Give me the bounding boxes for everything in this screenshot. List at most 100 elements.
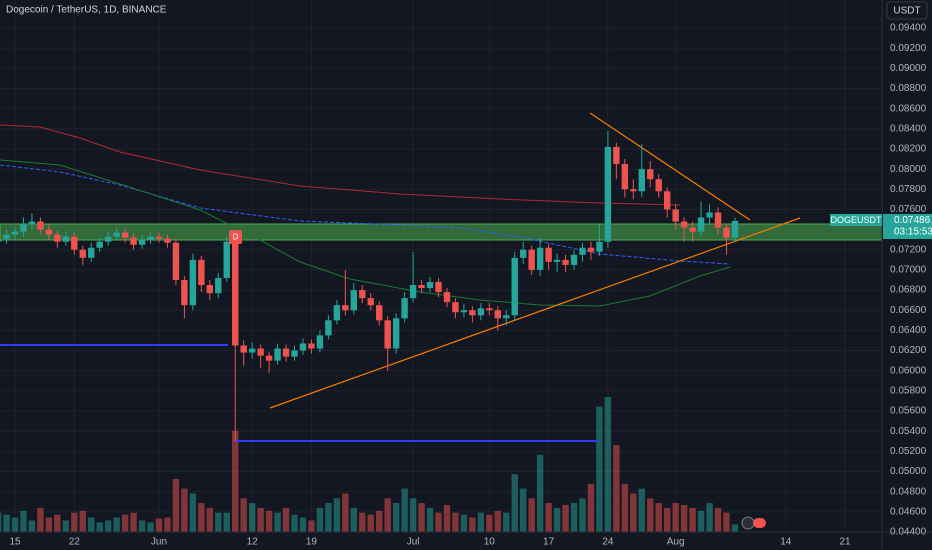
volume-bar	[613, 445, 620, 532]
candle-body	[342, 305, 349, 311]
volume-bar	[3, 514, 10, 532]
candle-body	[130, 237, 137, 245]
candle-body	[596, 241, 603, 252]
volume-bar	[392, 503, 400, 532]
ma-green	[0, 159, 731, 307]
candle-body	[443, 292, 451, 303]
volume-bar	[460, 514, 468, 532]
candle-body	[401, 298, 408, 319]
x-tick-label: 21	[839, 537, 851, 548]
volume-bar	[138, 520, 146, 532]
volume-bar	[596, 406, 603, 532]
y-tick-label: 0.07200	[890, 244, 927, 255]
candle-body	[469, 310, 476, 316]
volume-bar	[291, 514, 298, 532]
volume-bar	[604, 397, 612, 532]
support-zone	[0, 223, 883, 241]
volume-bar	[359, 512, 366, 532]
volume-bar	[316, 507, 324, 532]
volume-bar	[299, 517, 307, 532]
candle-body	[155, 236, 163, 239]
volume-bar	[409, 498, 417, 532]
candles	[0, 130, 739, 442]
y-tick-label: 0.04600	[890, 506, 927, 517]
candle-body	[11, 231, 19, 235]
x-tick-label: 15	[9, 537, 21, 548]
volume-bar	[113, 517, 120, 532]
candle-body	[257, 348, 264, 356]
candle-body	[62, 236, 70, 242]
volume-bar	[88, 517, 95, 532]
candle-body	[553, 259, 561, 262]
y-tick-label: 0.06200	[890, 345, 927, 356]
candle-body	[172, 242, 180, 280]
volume-bar	[206, 507, 214, 532]
candle-body	[282, 348, 290, 357]
icon[interactable]	[753, 518, 766, 528]
volume-layer	[0, 397, 739, 532]
volume-bar	[121, 514, 129, 532]
currency-button[interactable]	[886, 1, 928, 20]
candle-body	[494, 310, 501, 319]
volume-bar	[198, 503, 205, 532]
candle-body	[638, 169, 645, 192]
y-tick-label: 0.08600	[890, 103, 927, 114]
volume-bar	[274, 512, 281, 532]
candle-body	[621, 164, 629, 190]
candle-body	[545, 247, 552, 262]
candle-body	[579, 247, 586, 255]
icon[interactable]	[741, 516, 755, 530]
volume-bar	[477, 512, 485, 532]
candle-body	[223, 241, 230, 278]
candle-body	[426, 282, 434, 289]
axis-labels: 0.04400 0.04600 0.04800 0.05000 0.05200 0.054…	[9, 23, 926, 548]
volume-bar	[20, 510, 27, 532]
candle-body	[79, 249, 86, 258]
candle-body	[655, 179, 662, 192]
y-tick-label: 0.04400	[890, 527, 927, 538]
volume-bar	[232, 430, 239, 532]
volume-bar	[189, 493, 197, 532]
x-tick-label: Jun	[151, 537, 167, 548]
volume-bar	[418, 503, 425, 532]
volume-bar	[164, 517, 171, 532]
y-tick-label: 0.09400	[890, 23, 927, 34]
volume-bar	[333, 498, 341, 532]
volume-bar	[469, 517, 476, 532]
candle-body	[452, 302, 459, 313]
y-tick-label: 0.05200	[890, 446, 927, 457]
volume-bar	[435, 512, 442, 532]
volume-bar	[62, 520, 70, 532]
y-tick-label: 0.06800	[890, 285, 927, 296]
y-tick-label: 0.06400	[890, 325, 927, 336]
volume-bar	[562, 505, 569, 532]
volume-bar	[494, 510, 501, 532]
candle-body	[376, 305, 383, 321]
volume-bar	[697, 510, 705, 532]
candle-body	[325, 320, 332, 336]
candle-body	[198, 259, 205, 286]
volume-bar	[638, 488, 645, 532]
volume-bar	[172, 478, 180, 532]
volume-bar	[689, 507, 696, 532]
candle-body	[511, 257, 518, 316]
candle-body	[714, 212, 722, 228]
candle-body	[121, 232, 129, 238]
y-tick-label: 0.07600	[890, 204, 927, 215]
volume-bar	[37, 507, 44, 532]
candle-body	[697, 217, 705, 232]
event-badge	[229, 230, 242, 244]
candle-body	[460, 310, 468, 313]
currency[interactable]: USDT	[893, 6, 920, 17]
volume-bar	[663, 507, 671, 532]
candle-body	[164, 238, 171, 243]
volume-bar	[723, 512, 730, 532]
volume-bar	[28, 520, 36, 532]
candle-body	[88, 247, 95, 258]
x-tick-label: 22	[69, 537, 81, 548]
candle-body	[435, 282, 442, 293]
candle-body	[316, 335, 324, 349]
volume-bar	[536, 454, 544, 532]
candle-body	[333, 305, 341, 321]
volume-bar	[647, 498, 654, 532]
